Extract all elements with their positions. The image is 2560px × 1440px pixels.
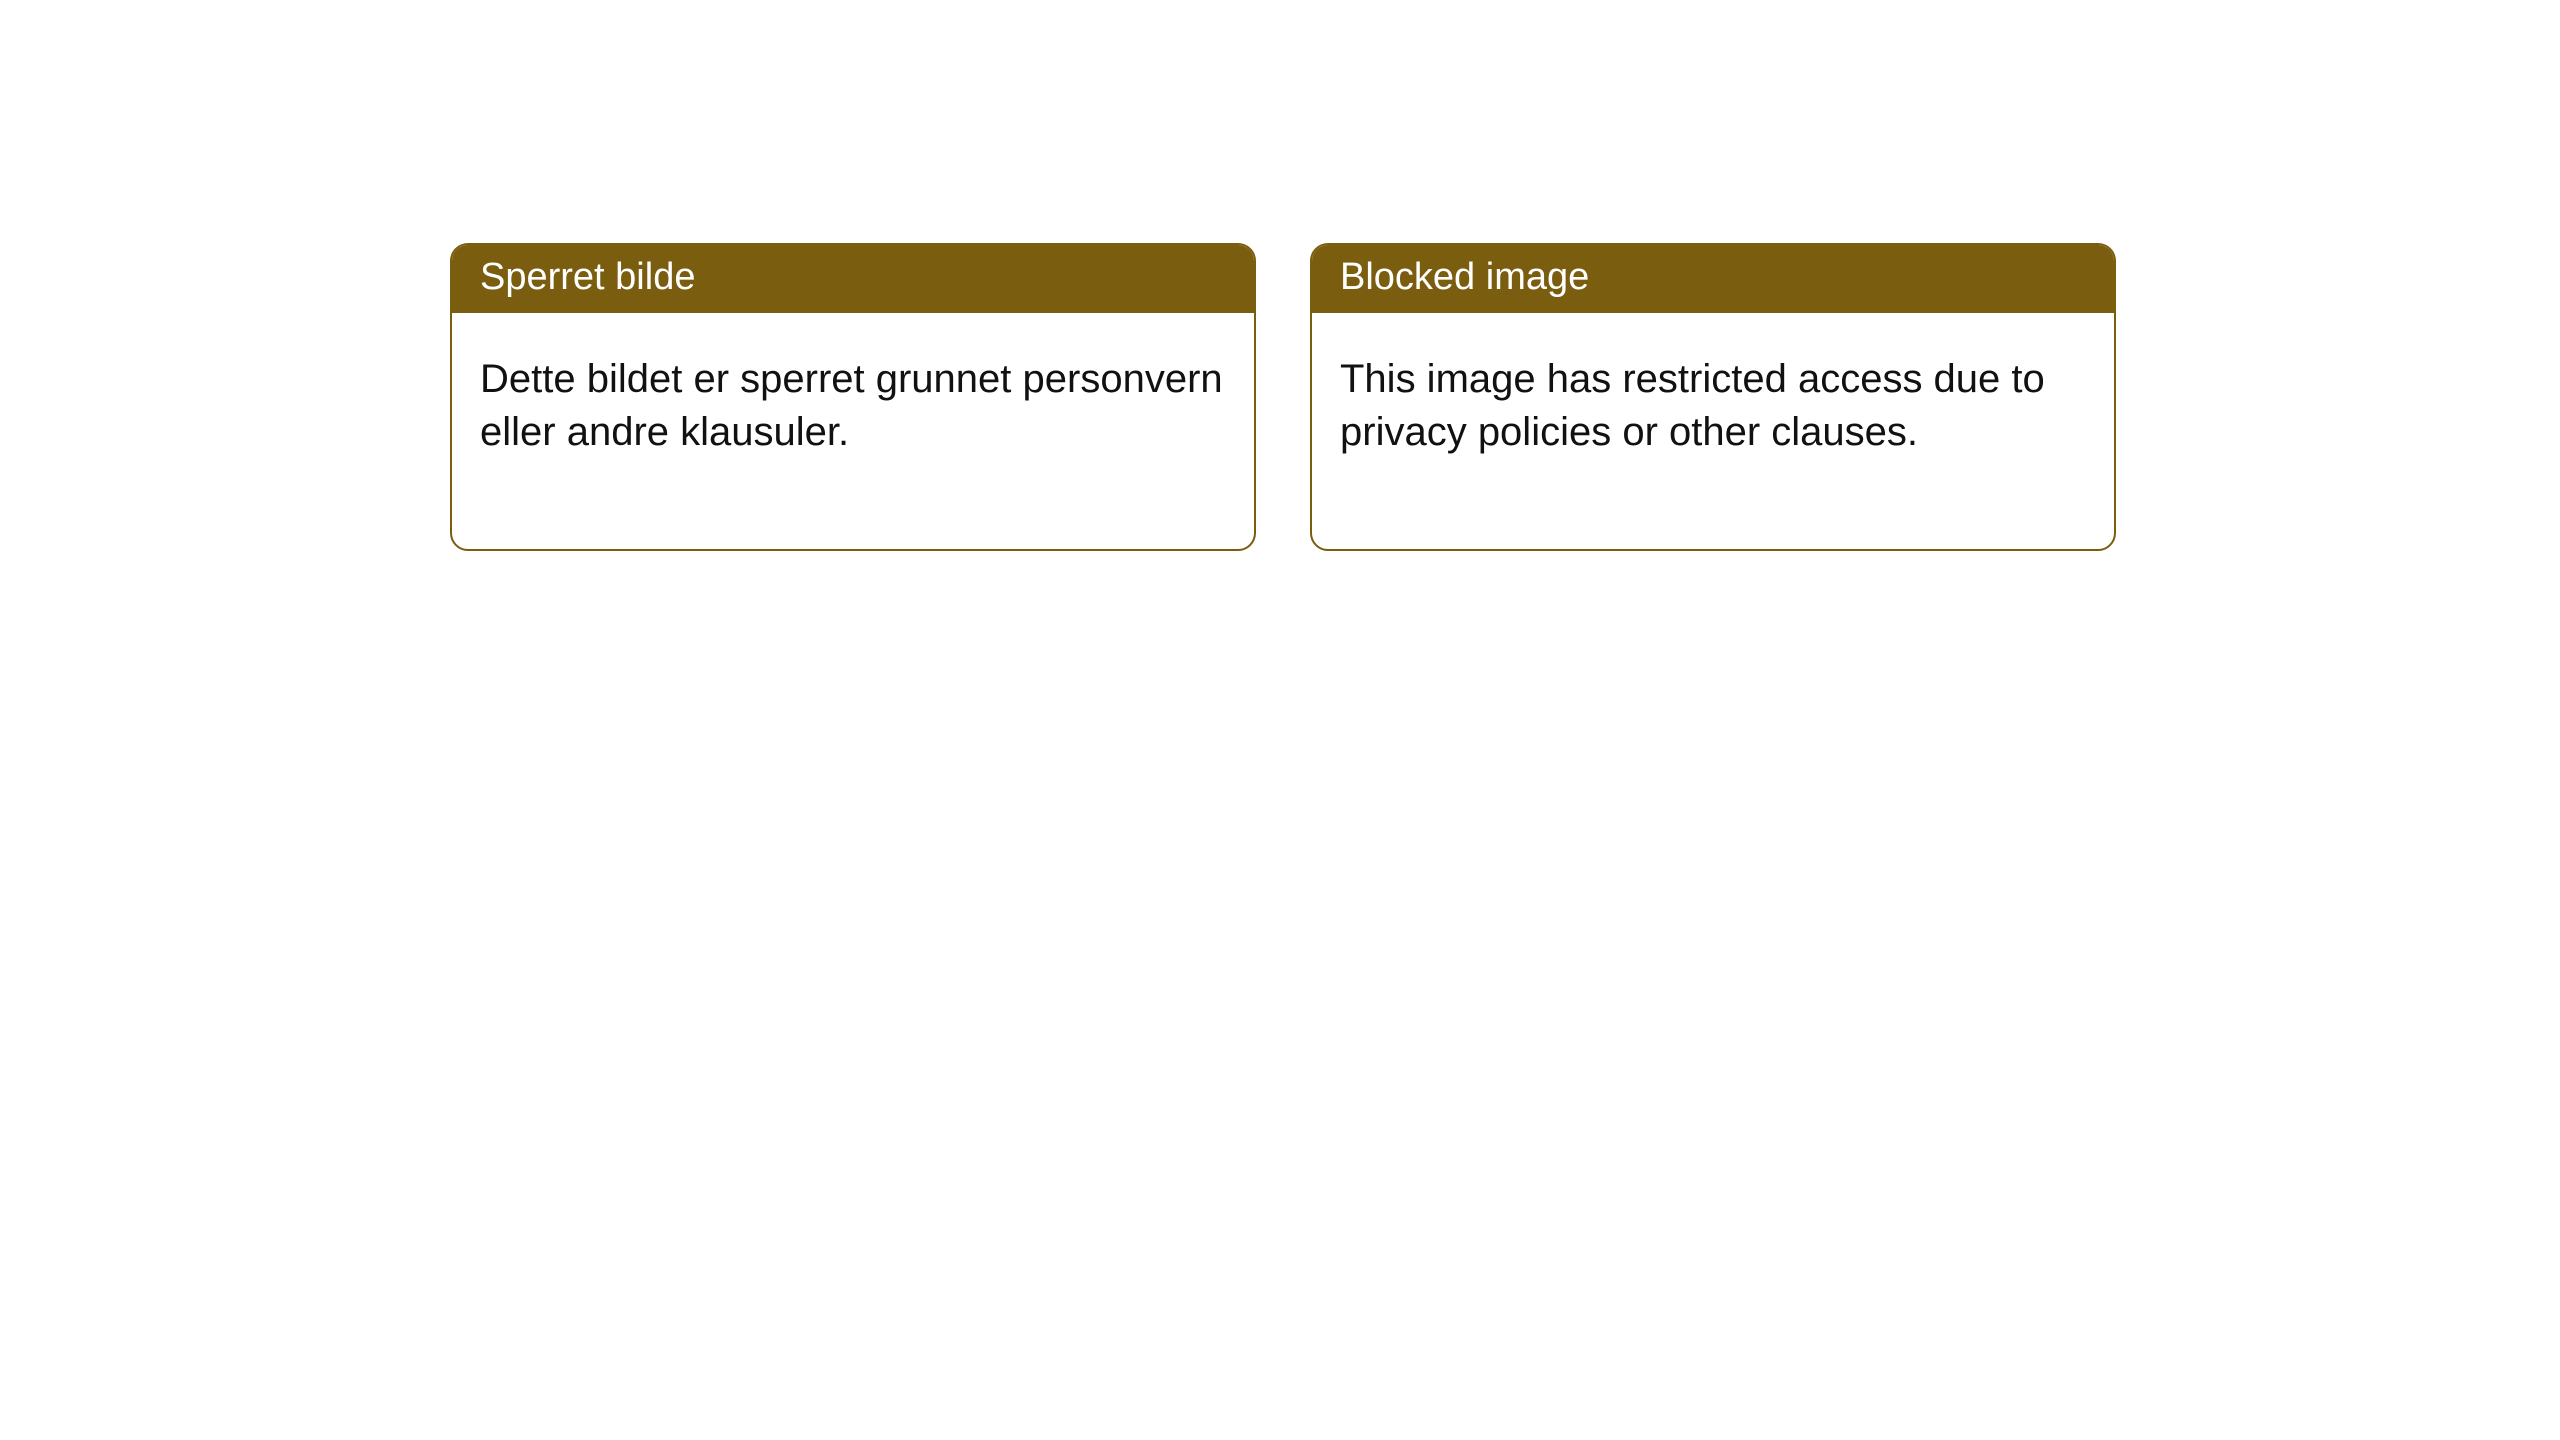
notice-card-norwegian: Sperret bilde Dette bildet er sperret gr… bbox=[450, 243, 1256, 551]
notice-card-english: Blocked image This image has restricted … bbox=[1310, 243, 2116, 551]
card-body-text: Dette bildet er sperret grunnet personve… bbox=[452, 313, 1254, 549]
card-header: Sperret bilde bbox=[452, 245, 1254, 313]
notice-container: Sperret bilde Dette bildet er sperret gr… bbox=[0, 0, 2560, 551]
card-header: Blocked image bbox=[1312, 245, 2114, 313]
card-body-text: This image has restricted access due to … bbox=[1312, 313, 2114, 549]
